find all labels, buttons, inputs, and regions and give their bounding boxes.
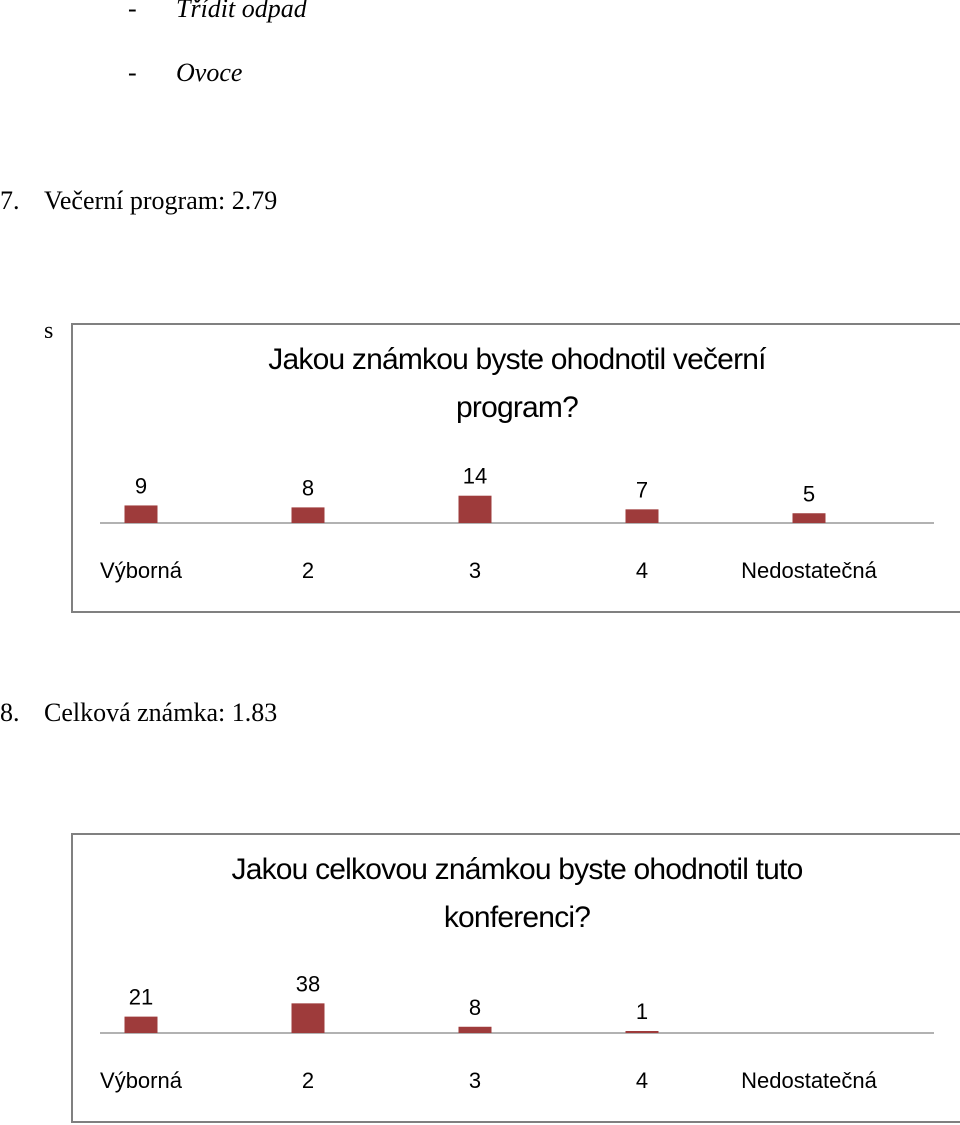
bar (291, 1003, 325, 1033)
bar (124, 1016, 158, 1033)
chart-title: Jakou známkou byste ohodnotil večerní pro… (268, 343, 767, 424)
category-label: 4 (636, 1068, 648, 1093)
data-label: 9 (135, 473, 147, 498)
bullet-item: - Třídit odpad (128, 0, 307, 24)
data-label: 5 (803, 481, 815, 506)
category-label: Výborná (100, 1068, 183, 1093)
category-label: Výborná (100, 558, 183, 583)
chart-overall-conference: Jakou celkovou známkou byste ohodnotil t… (71, 833, 960, 1123)
chart-overall-conference-svg: Jakou celkovou známkou byste ohodnotil t… (100, 853, 934, 1093)
chart-title-line: program? (456, 391, 578, 424)
bullet-dash: - (128, 0, 137, 23)
section-number: 7. (0, 186, 20, 215)
bullet-text: Třídit odpad (176, 0, 307, 23)
chart-title: Jakou celkovou známkou byste ohodnotil t… (232, 853, 803, 934)
bullet-text: Ovoce (176, 58, 243, 87)
bar (792, 513, 826, 523)
category-label: 3 (469, 1068, 481, 1093)
chart-evening-program-svg: Jakou známkou byste ohodnotil večerní pro… (100, 343, 934, 583)
bar (124, 505, 158, 523)
chart-title-line: Jakou známkou byste ohodnotil večerní (268, 343, 767, 376)
bullet-dash: - (128, 58, 137, 87)
bar (458, 1026, 492, 1033)
section-heading-7: 7. Večerní program: 2.79 (0, 186, 277, 216)
category-label: 2 (302, 558, 314, 583)
category-label: Nedostatečná (741, 558, 878, 583)
data-label: 7 (636, 477, 648, 502)
data-label: 38 (296, 971, 320, 996)
stray-character: s (44, 318, 54, 344)
bar (625, 509, 659, 523)
category-label: 4 (636, 558, 648, 583)
bar (625, 1031, 659, 1033)
bullet-item: - Ovoce (128, 58, 242, 88)
chart-evening-program: Jakou známkou byste ohodnotil večerní pro… (71, 323, 960, 613)
chart-title-line: konferenci? (444, 901, 590, 934)
data-label: 14 (463, 464, 487, 489)
category-label: 3 (469, 558, 481, 583)
bar (458, 495, 492, 523)
chart-title-line: Jakou celkovou známkou byste ohodnotil t… (232, 853, 803, 886)
data-label: 8 (469, 995, 481, 1020)
category-label: 2 (302, 1068, 314, 1093)
data-label: 8 (302, 475, 314, 500)
section-heading-8: 8. Celková známka: 1.83 (0, 698, 277, 728)
data-label: 21 (129, 985, 153, 1010)
data-label: 1 (636, 999, 648, 1024)
section-text: Večerní program: 2.79 (44, 186, 278, 215)
section-number: 8. (0, 698, 20, 727)
category-label: Nedostatečná (741, 1068, 878, 1093)
section-text: Celková známka: 1.83 (44, 698, 278, 727)
bar (291, 507, 325, 523)
